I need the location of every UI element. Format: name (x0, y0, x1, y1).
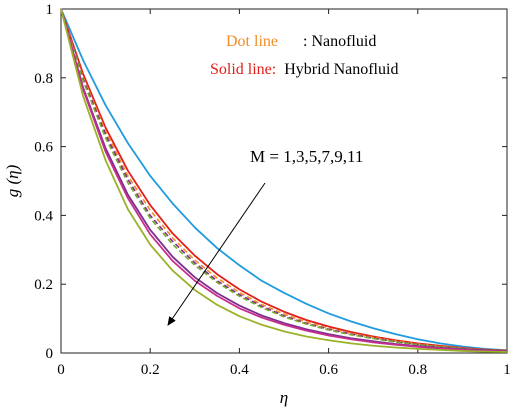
series-line-8-solid (60, 8, 508, 353)
y-tick-label: 0.4 (34, 208, 53, 224)
annotation-arrow (167, 182, 266, 326)
x-tick-labels: 0 0.2 0.4 0.6 0.8 1 (57, 362, 511, 378)
y-tick-label: 0.2 (34, 277, 53, 293)
annotation-label: M = 1,3,5,7,9,11 (250, 147, 363, 166)
series-line-1-solid (60, 8, 508, 352)
legend-solid-value: Hybrid Nanofluid (284, 61, 398, 78)
legend-line-nanofluid: Dot line : Nanofluid (226, 33, 376, 50)
x-axis-label: η (280, 388, 288, 407)
y-tick-label: 0.6 (34, 140, 53, 156)
x-tick-label: 1 (503, 362, 511, 378)
x-tick-label: 0.2 (141, 362, 160, 378)
series-line-5-dashed (60, 8, 508, 352)
x-tick-label: 0.6 (319, 362, 338, 378)
x-tick-label: 0.8 (408, 362, 427, 378)
x-tick-label: 0 (57, 362, 65, 378)
legend-line-hybrid: Solid line: Hybrid Nanofluid (210, 61, 398, 78)
y-axis-label: g (η) (3, 164, 22, 197)
x-tick-label: 0.4 (230, 362, 249, 378)
y-tick-label: 0 (46, 346, 54, 362)
y-tick-labels: 0 0.2 0.4 0.6 0.8 1 (34, 2, 53, 362)
legend-dot-value: : Nanofluid (303, 33, 376, 50)
y-tick-label: 0.8 (34, 71, 53, 87)
series-group (60, 8, 508, 353)
legend-solid-key: Solid line: (210, 61, 276, 78)
axis-ticks (60, 8, 508, 354)
legend-dot-key: Dot line (226, 33, 278, 50)
series-line-7-solid (60, 8, 508, 353)
y-tick-label: 1 (46, 2, 54, 18)
legend: Dot line : Nanofluid Solid line: Hybrid … (210, 33, 398, 78)
